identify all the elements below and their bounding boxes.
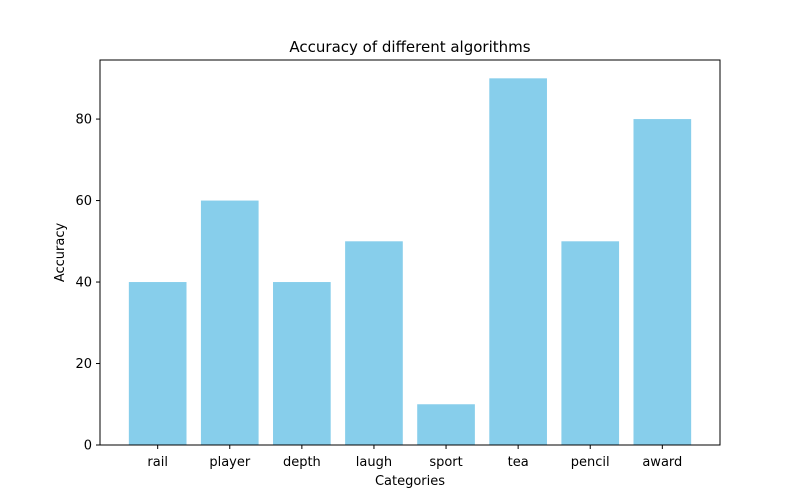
bar-laugh (345, 241, 403, 445)
x-tick-label: pencil (571, 455, 610, 470)
x-tick-label: rail (147, 455, 168, 470)
bar-sport (417, 404, 475, 445)
x-tick-label: sport (429, 455, 462, 470)
y-tick-label: 80 (75, 113, 92, 128)
x-tick-label: award (642, 455, 682, 470)
y-tick-label: 0 (84, 439, 92, 454)
y-axis-ticks: 0 20 40 60 80 (75, 113, 100, 454)
x-tick-label: player (209, 455, 251, 470)
bar-tea (489, 78, 547, 445)
y-tick-label: 60 (75, 194, 92, 209)
axes-frame (99, 59, 721, 446)
bar-pencil (561, 241, 620, 445)
bars-group (128, 78, 692, 445)
x-axis-ticks: rail player depth laugh sport tea pencil award (147, 445, 682, 470)
y-axis-label: Accuracy (53, 223, 68, 283)
x-axis-label: Categories (375, 474, 445, 489)
y-tick-label: 20 (75, 357, 92, 372)
bar-player (200, 200, 259, 445)
x-tick-label: depth (283, 455, 321, 470)
bar-award (633, 119, 692, 445)
x-tick-label: laugh (356, 455, 392, 470)
bar-depth (273, 282, 331, 445)
bar-rail (128, 282, 187, 445)
chart-title: Accuracy of different algorithms (289, 38, 530, 56)
y-tick-label: 40 (75, 276, 92, 291)
x-tick-label: tea (508, 455, 529, 470)
